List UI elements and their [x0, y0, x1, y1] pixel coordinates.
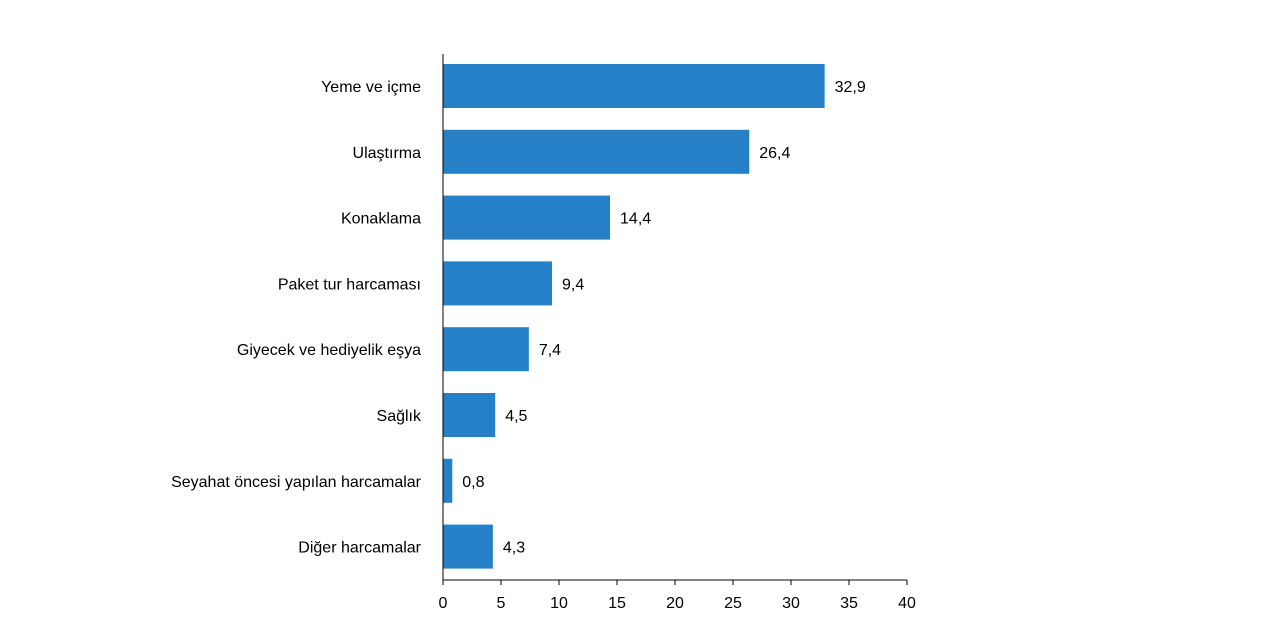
value-label: 9,4	[562, 276, 584, 293]
bar	[443, 524, 493, 569]
category-label: Konaklama	[341, 211, 421, 228]
value-label: 4,3	[503, 540, 525, 557]
bar	[443, 458, 453, 503]
bar	[443, 195, 611, 240]
x-tick-label: 0	[439, 595, 448, 612]
category-label: Paket tur harcaması	[278, 276, 421, 293]
x-tick-label: 5	[497, 595, 506, 612]
value-label: 0,8	[462, 474, 484, 491]
category-label: Seyahat öncesi yapılan harcamalar	[171, 474, 422, 491]
x-tick-label: 35	[840, 595, 858, 612]
value-label: 14,4	[620, 211, 651, 228]
category-label: Ulaştırma	[353, 145, 422, 162]
x-tick-label: 40	[898, 595, 916, 612]
value-label: 4,5	[505, 408, 527, 425]
bar	[443, 129, 750, 174]
x-tick-label: 15	[608, 595, 626, 612]
category-label: Yeme ve içme	[321, 79, 421, 96]
x-tick-label: 25	[724, 595, 742, 612]
value-label: 32,9	[835, 79, 866, 96]
bar	[443, 327, 529, 372]
value-label: 26,4	[759, 145, 790, 162]
bar	[443, 261, 553, 306]
x-tick-label: 30	[782, 595, 800, 612]
bar	[443, 64, 825, 108]
value-label: 7,4	[539, 342, 561, 359]
x-tick-label: 10	[550, 595, 568, 612]
category-label: Diğer harcamalar	[298, 540, 421, 557]
x-tick-label: 20	[666, 595, 684, 612]
category-label: Sağlık	[377, 408, 422, 425]
category-label: Giyecek ve hediyelik eşya	[237, 342, 421, 359]
bar	[443, 393, 496, 437]
